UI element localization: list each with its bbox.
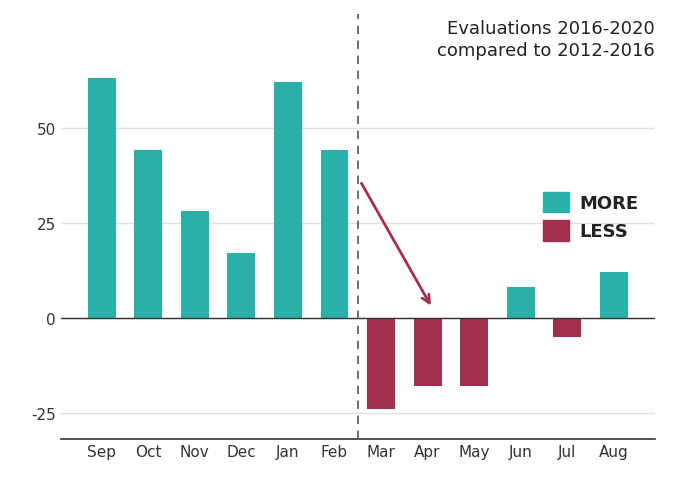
Bar: [414, 318, 441, 386]
Bar: [134, 151, 162, 318]
Bar: [367, 318, 395, 409]
Bar: [88, 79, 115, 318]
Bar: [554, 318, 581, 337]
Bar: [600, 272, 628, 318]
Bar: [274, 83, 302, 318]
Legend: MORE, LESS: MORE, LESS: [536, 185, 646, 248]
Bar: [181, 212, 209, 318]
Bar: [321, 151, 348, 318]
Bar: [227, 253, 255, 318]
Text: Evaluations 2016-2020
compared to 2012-2016: Evaluations 2016-2020 compared to 2012-2…: [437, 20, 655, 61]
Bar: [507, 287, 535, 318]
Bar: [460, 318, 488, 386]
